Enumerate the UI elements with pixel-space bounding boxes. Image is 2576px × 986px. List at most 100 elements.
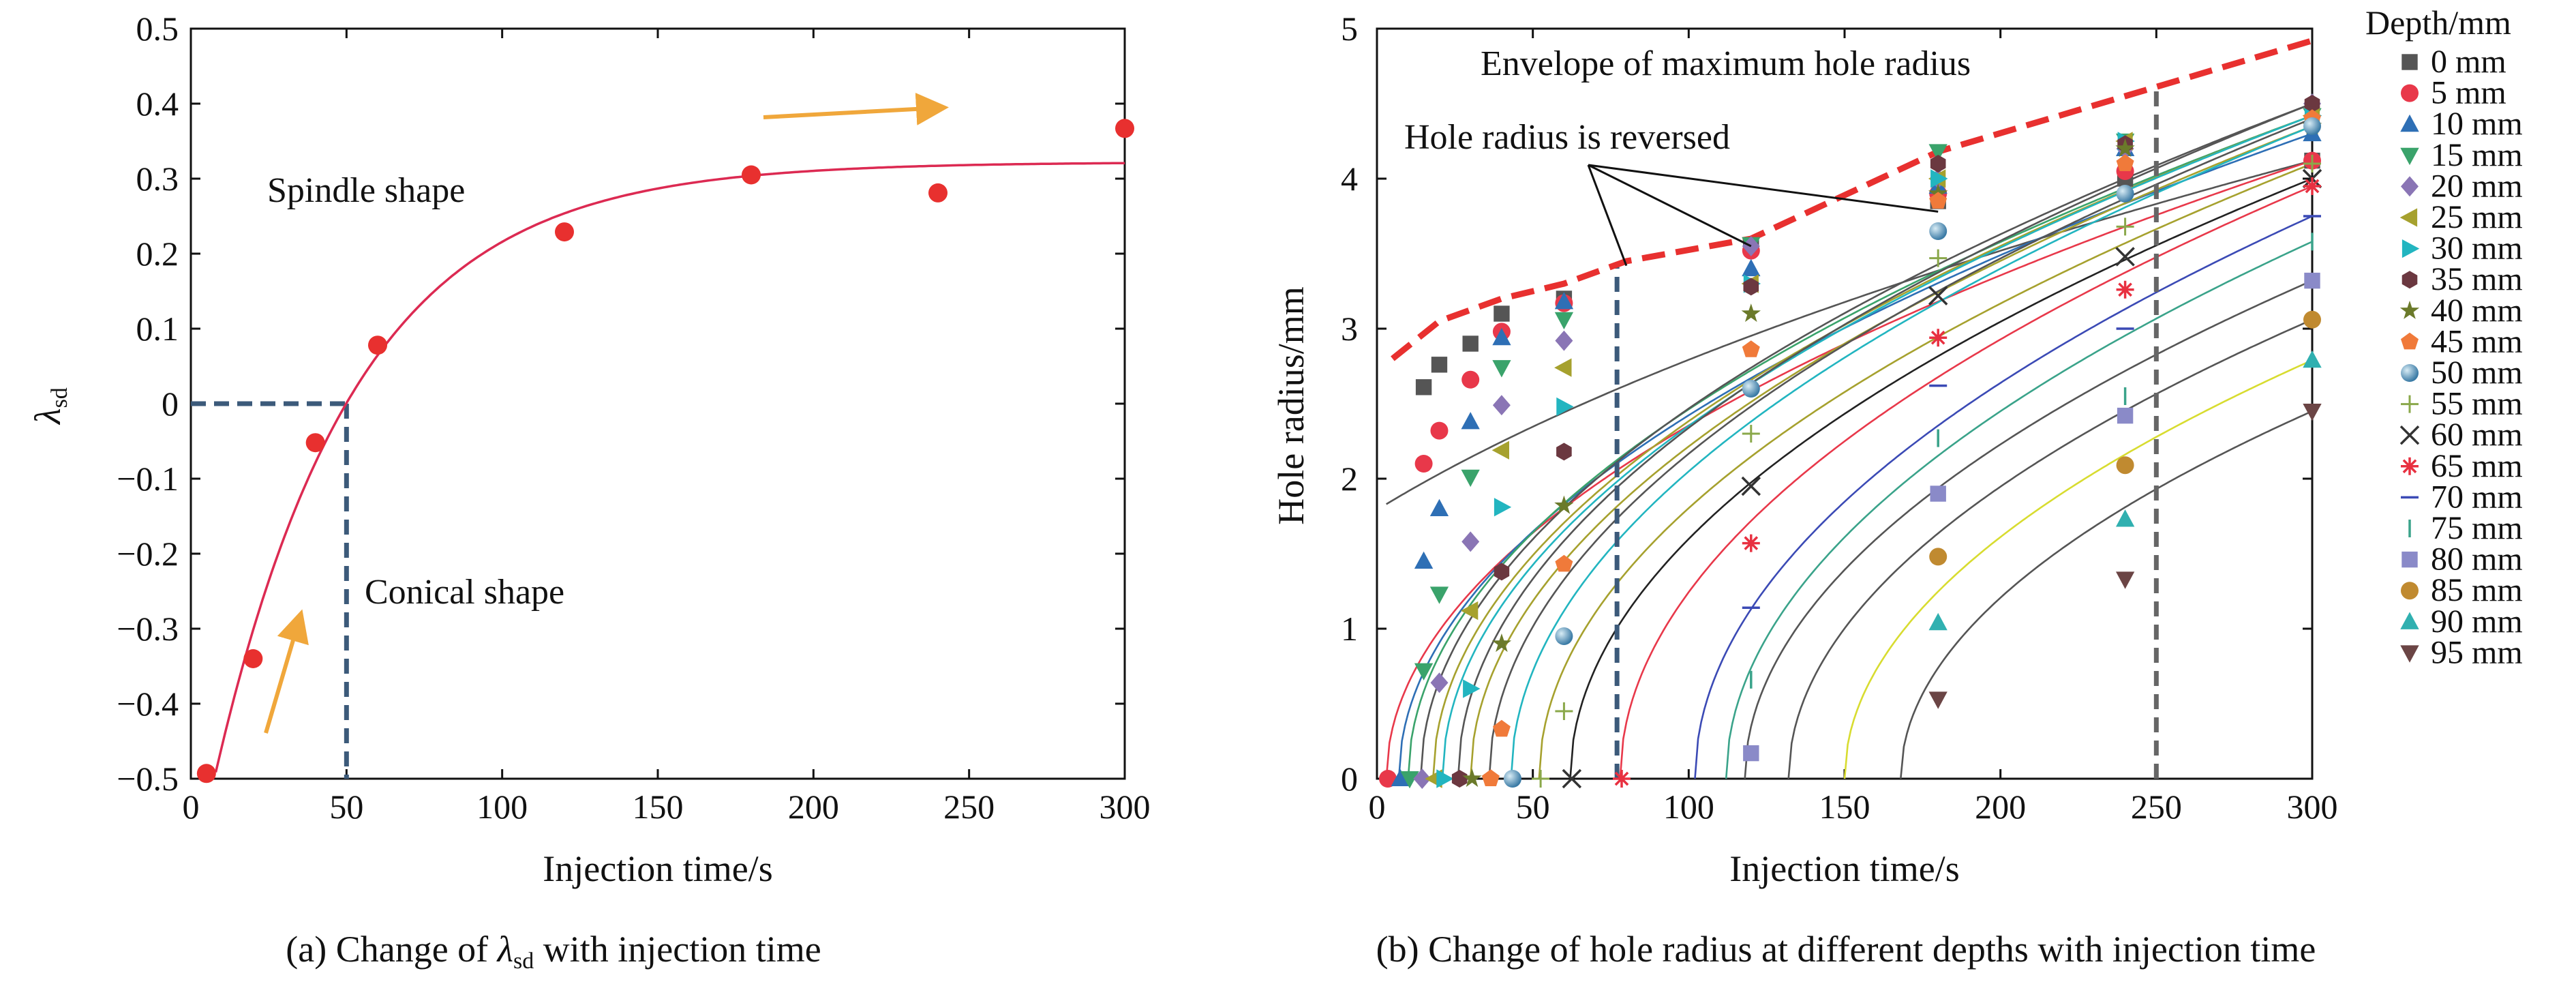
legend-label: 75 mm [2431, 510, 2523, 546]
legend-label: 60 mm [2431, 417, 2523, 453]
panel-a-x-axis-label: Injection time/s [543, 848, 772, 889]
fit-curve-line [214, 162, 1125, 773]
legend-label: 35 mm [2431, 261, 2523, 297]
data-point [2303, 177, 2321, 195]
data-point [1461, 370, 1480, 389]
legend-marker [2401, 84, 2419, 102]
data-point [1461, 412, 1480, 430]
b-x-tick-label: 100 [1663, 788, 1714, 826]
b-x-tick-label: 50 [1516, 788, 1550, 826]
legend-label: 30 mm [2431, 230, 2523, 267]
trend-arrow-right [763, 92, 949, 125]
legend-marker [2401, 54, 2418, 70]
data-point [1463, 679, 1481, 698]
data-point [1562, 768, 1582, 789]
data-point [1492, 360, 1511, 378]
data-point [1391, 768, 1410, 786]
b-y-tick-label: 0 [1341, 760, 1358, 798]
data-point [1929, 249, 1948, 267]
lambda-point [196, 764, 216, 783]
depth-curve [1619, 185, 2313, 779]
panel-a-caption: (a) Change of λsd with injection time [286, 929, 821, 974]
depth-curve [1900, 410, 2313, 779]
legend-marker [2401, 395, 2419, 413]
a-x-tick-label: 100 [476, 788, 528, 826]
panel-b-data-points [1379, 93, 2322, 789]
legend-marker [2401, 364, 2419, 382]
data-point [1494, 563, 1510, 581]
data-point [1554, 292, 1574, 310]
a-x-tick-label: 250 [943, 788, 995, 826]
panel-b-chart: 0 50 100 150 200 250 300 0 1 2 3 4 5 Envelope of max… [1271, 3, 2523, 970]
depth-curve [1538, 162, 2313, 779]
a-y-tick-label: 0.2 [136, 235, 179, 273]
legend-marker [2401, 457, 2419, 475]
legend-label: 80 mm [2431, 541, 2523, 578]
annotation-conical-shape: Conical shape [365, 573, 564, 612]
data-point [2115, 138, 2135, 158]
data-point [2303, 310, 2321, 329]
b-x-tick-label: 300 [2287, 788, 2338, 826]
svg-text:λsd: λsd [27, 387, 72, 425]
legend-label: 25 mm [2431, 199, 2523, 235]
data-point [1414, 455, 1433, 473]
legend-marker [2400, 612, 2419, 629]
data-point [1413, 768, 1431, 789]
a-y-tick-label: −0.3 [117, 610, 179, 648]
depth-curve [1407, 115, 2313, 779]
legend-marker [2401, 551, 2418, 568]
data-point [1493, 719, 1511, 737]
data-point [1462, 335, 1479, 352]
data-point [2303, 404, 2322, 421]
b-y-tick-label: 3 [1341, 310, 1358, 348]
panel-b-vertical-lines [1614, 85, 2159, 779]
lambda-point [555, 222, 574, 242]
trend-arrow-up [264, 609, 309, 734]
legend-marker [2400, 114, 2419, 132]
data-point [1930, 155, 1946, 173]
b-y-tick-label: 4 [1341, 160, 1358, 198]
data-point [1928, 612, 1948, 631]
data-point [1555, 702, 1573, 720]
b-x-tick-label: 150 [1819, 788, 1870, 826]
data-point [1741, 476, 1761, 496]
panel-a-y-axis-label: λsd [27, 387, 72, 425]
data-point [1554, 358, 1572, 377]
data-point [1503, 770, 1521, 788]
panel-a-fit-curve [214, 162, 1125, 773]
depth-curve [1488, 117, 2313, 779]
data-point [1929, 329, 1948, 347]
lambda-point [1115, 119, 1134, 138]
legend-marker [2400, 645, 2419, 663]
legend-marker [2401, 239, 2420, 258]
data-point [2116, 280, 2134, 299]
legend-label: 15 mm [2431, 137, 2523, 173]
reversal-pointer [1588, 164, 1939, 213]
data-point [1929, 548, 1948, 566]
data-point [1613, 770, 1631, 788]
envelope-label: Envelope of maximum hole radius [1481, 44, 1971, 83]
data-point [2303, 155, 2321, 173]
data-point [1415, 379, 1432, 395]
data-point [2116, 154, 2134, 171]
data-point [2116, 456, 2134, 475]
data-point [1743, 278, 1759, 296]
legend-marker [2401, 176, 2419, 197]
data-point [1742, 534, 1760, 552]
data-point [1929, 192, 1948, 209]
data-point [1556, 443, 1572, 461]
panel-a-threshold-lines [191, 401, 349, 779]
lambda-point [928, 183, 948, 203]
data-point [1742, 340, 1760, 357]
lambda-point [305, 433, 325, 453]
data-point [1928, 144, 1948, 162]
a-y-tick-label: 0.4 [136, 85, 179, 123]
data-point [1928, 286, 1948, 305]
data-point [2303, 350, 2322, 368]
a-y-tick-label: −0.4 [117, 685, 179, 723]
data-point [1928, 691, 1948, 709]
reversal-pointer [1588, 164, 1752, 248]
depth-curve [1386, 160, 2313, 505]
data-point [1461, 469, 1480, 488]
legend-label: 70 mm [2431, 479, 2523, 515]
